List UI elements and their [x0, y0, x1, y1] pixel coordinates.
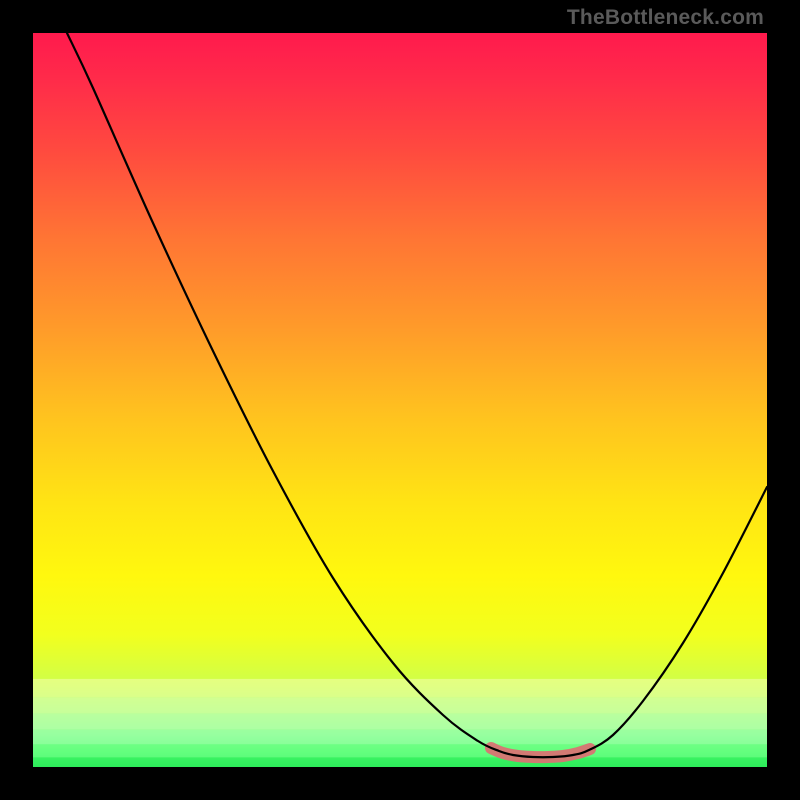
chart-container: TheBottleneck.com	[0, 0, 800, 800]
bottleneck-curve	[67, 33, 767, 757]
watermark-text: TheBottleneck.com	[567, 6, 764, 30]
plot-area	[33, 33, 767, 767]
curve-layer	[33, 33, 767, 767]
